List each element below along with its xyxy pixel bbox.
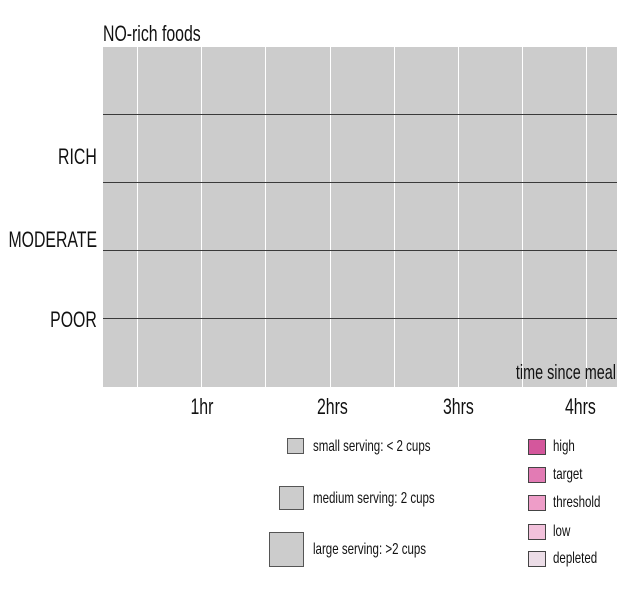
legend-label: large serving: >2 cups — [313, 540, 470, 560]
grid-vline — [394, 47, 395, 387]
legend-swatch-low — [528, 524, 546, 540]
grid-hline — [103, 114, 617, 115]
legend-label: small serving: < 2 cups — [313, 437, 476, 457]
grid-vline — [201, 47, 202, 387]
legend-swatch-high — [528, 439, 546, 455]
x-tick-label: 4hrs — [540, 393, 620, 421]
grid-vline — [265, 47, 266, 387]
x-tick-3hrs: 3hrs — [442, 394, 474, 419]
y-tick-poor: POOR — [50, 307, 97, 332]
legend-swatch-large-serving — [269, 532, 304, 567]
legend-label: low — [553, 522, 577, 542]
legend-label-target: target — [553, 466, 583, 483]
y-tick-moderate: MODERATE — [8, 227, 97, 252]
chart-title-text: NO-rich foods — [103, 21, 201, 46]
grid-hline — [103, 250, 617, 251]
x-tick-4hrs: 4hrs — [564, 394, 596, 419]
grid-hline — [103, 182, 617, 183]
legend-swatch-threshold — [528, 495, 546, 511]
legend-label-small-serving: small serving: < 2 cups — [313, 438, 431, 455]
legend-swatch-small-serving — [287, 438, 304, 454]
x-tick-label: 2hrs — [292, 393, 372, 421]
grid-vline — [458, 47, 459, 387]
chart-title: NO-rich foods — [103, 20, 239, 48]
grid-vline — [522, 47, 523, 387]
grid-hline — [103, 318, 617, 319]
grid-vline — [586, 47, 587, 387]
grid-vline — [330, 47, 331, 387]
y-tick-label: RICH — [43, 144, 97, 170]
x-tick-label: 1hr — [162, 393, 242, 421]
plot-area — [103, 47, 617, 387]
legend-label: target — [553, 465, 594, 485]
grid-vline — [137, 47, 138, 387]
x-axis-label-text: time since meal — [515, 362, 616, 384]
y-tick-rich: RICH — [58, 144, 97, 169]
legend-label: depleted — [553, 549, 614, 569]
legend-label-high: high — [553, 438, 575, 455]
x-tick-label: 3hrs — [418, 393, 498, 421]
legend-label: high — [553, 437, 583, 457]
y-tick-label: POOR — [32, 307, 97, 333]
legend-label: threshold — [553, 493, 619, 513]
legend-swatch-target — [528, 467, 546, 483]
y-tick-label: MODERATE — [0, 227, 97, 253]
legend-label-threshold: threshold — [553, 494, 601, 511]
legend-label-large-serving: large serving: >2 cups — [313, 541, 427, 558]
legend-label: medium serving: 2 cups — [313, 489, 482, 509]
legend-swatch-medium-serving — [279, 486, 304, 510]
x-tick-1hr: 1hr — [190, 394, 214, 419]
x-tick-2hrs: 2hrs — [316, 394, 348, 419]
legend-swatch-depleted — [528, 551, 546, 567]
legend-label-depleted: depleted — [553, 550, 598, 567]
x-axis-label: time since meal — [477, 360, 616, 386]
legend-label-low: low — [553, 523, 571, 540]
legend-label-medium-serving: medium serving: 2 cups — [313, 490, 435, 507]
